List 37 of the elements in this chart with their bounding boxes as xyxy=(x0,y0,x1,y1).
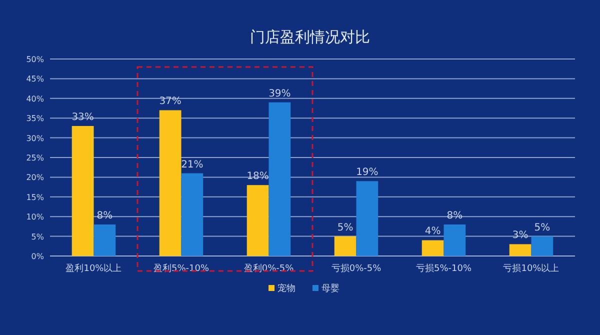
legend-label: 宠物 xyxy=(278,283,296,294)
bar xyxy=(444,224,466,256)
bar xyxy=(509,244,532,256)
y-tick-label: 40% xyxy=(26,94,44,104)
bar xyxy=(181,173,204,256)
x-tick-label: 盈利10%以上 xyxy=(66,263,122,274)
data-label: 19% xyxy=(356,167,378,178)
bar xyxy=(422,240,444,256)
bar xyxy=(94,224,116,256)
y-tick-label: 45% xyxy=(26,74,44,84)
y-tick-label: 50% xyxy=(26,55,44,64)
data-label: 37% xyxy=(159,96,182,108)
y-tick-label: 15% xyxy=(26,192,44,202)
bar xyxy=(268,102,291,256)
data-label: 5% xyxy=(337,222,354,234)
bar xyxy=(72,126,94,256)
y-tick-label: 0% xyxy=(31,252,44,261)
bar xyxy=(159,110,182,256)
data-label: 39% xyxy=(268,88,291,100)
y-tick-label: 25% xyxy=(26,154,44,162)
data-label: 5% xyxy=(534,222,550,234)
bar xyxy=(246,185,269,256)
chart-title: 门店盈利情况对比 xyxy=(250,28,370,46)
y-tick-label: 20% xyxy=(26,173,44,182)
x-tick-label: 亏损0%-5% xyxy=(331,263,382,274)
y-tick-label: 10% xyxy=(26,212,44,222)
y-tick-label: 35% xyxy=(26,114,44,124)
x-tick-label: 亏损10%以上 xyxy=(503,263,560,274)
bar xyxy=(334,236,356,256)
data-label: 4% xyxy=(424,226,441,238)
bar xyxy=(356,181,378,256)
data-label: 21% xyxy=(181,159,204,170)
x-tick-label: 亏损5%-10% xyxy=(416,263,472,274)
y-tick-label: 5% xyxy=(31,232,44,242)
bar xyxy=(531,236,554,256)
legend-label: 母婴 xyxy=(322,283,340,294)
y-tick-label: 30% xyxy=(26,134,44,143)
